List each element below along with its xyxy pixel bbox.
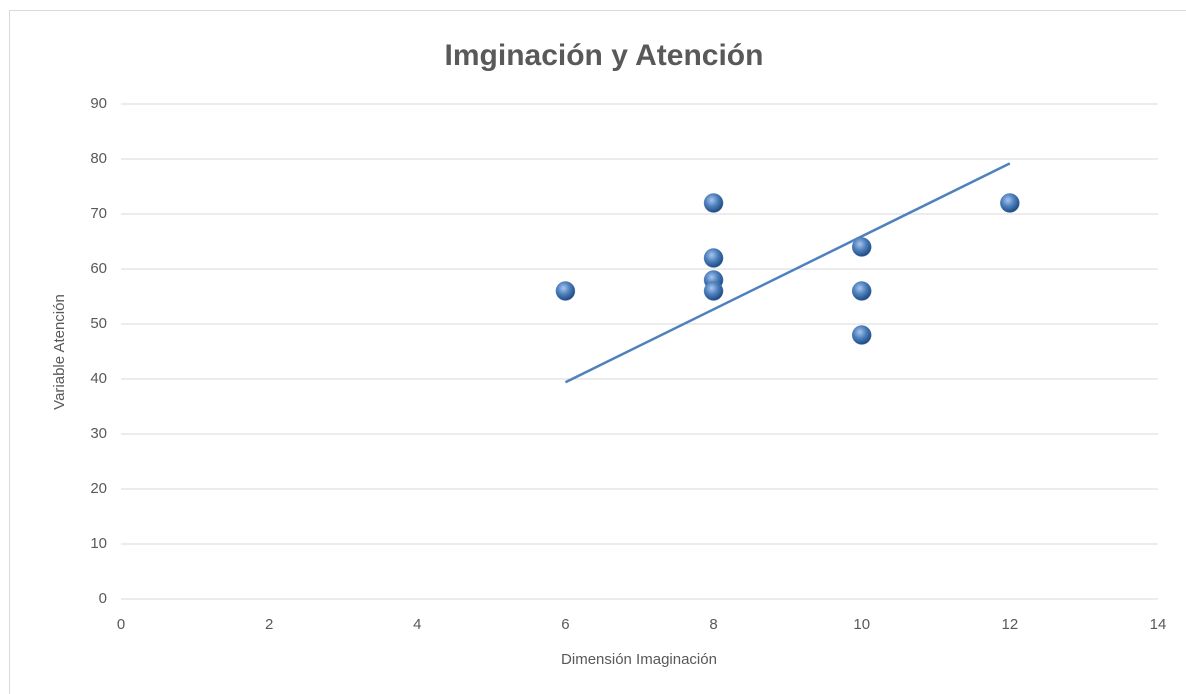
x-tick-label: 0 — [117, 616, 125, 633]
x-tick-label: 14 — [1150, 616, 1167, 633]
point — [703, 281, 724, 301]
x-axis-label: Dimensión Imaginación — [561, 651, 717, 668]
point — [703, 193, 724, 213]
y-tick-label: 40 — [90, 370, 107, 387]
chart-title: Imginación y Atención — [445, 39, 764, 72]
x-tick-label: 10 — [853, 616, 870, 633]
x-tick-label: 2 — [265, 616, 273, 633]
trendline — [564, 162, 1011, 384]
point — [703, 248, 724, 268]
y-tick-label: 80 — [90, 150, 107, 167]
x-tick-label: 4 — [413, 616, 421, 633]
y-axis-label: Variable Atención — [51, 294, 68, 410]
point — [851, 281, 872, 301]
chart-border — [9, 10, 1186, 694]
y-tick-label: 20 — [90, 480, 107, 497]
x-tick-label: 6 — [561, 616, 569, 633]
y-tick-label: 30 — [90, 425, 107, 442]
y-tick-label: 10 — [90, 535, 107, 552]
y-tick-label: 60 — [90, 260, 107, 277]
point — [851, 237, 872, 257]
x-tick-label: 12 — [1002, 616, 1019, 633]
point — [851, 325, 872, 345]
x-tick-label: 8 — [709, 616, 717, 633]
y-tick-label: 70 — [90, 205, 107, 222]
point — [1000, 193, 1020, 213]
y-tick-label: 0 — [99, 590, 107, 607]
y-tick-label: 90 — [90, 95, 107, 112]
point — [555, 281, 576, 301]
y-tick-label: 50 — [90, 315, 107, 332]
